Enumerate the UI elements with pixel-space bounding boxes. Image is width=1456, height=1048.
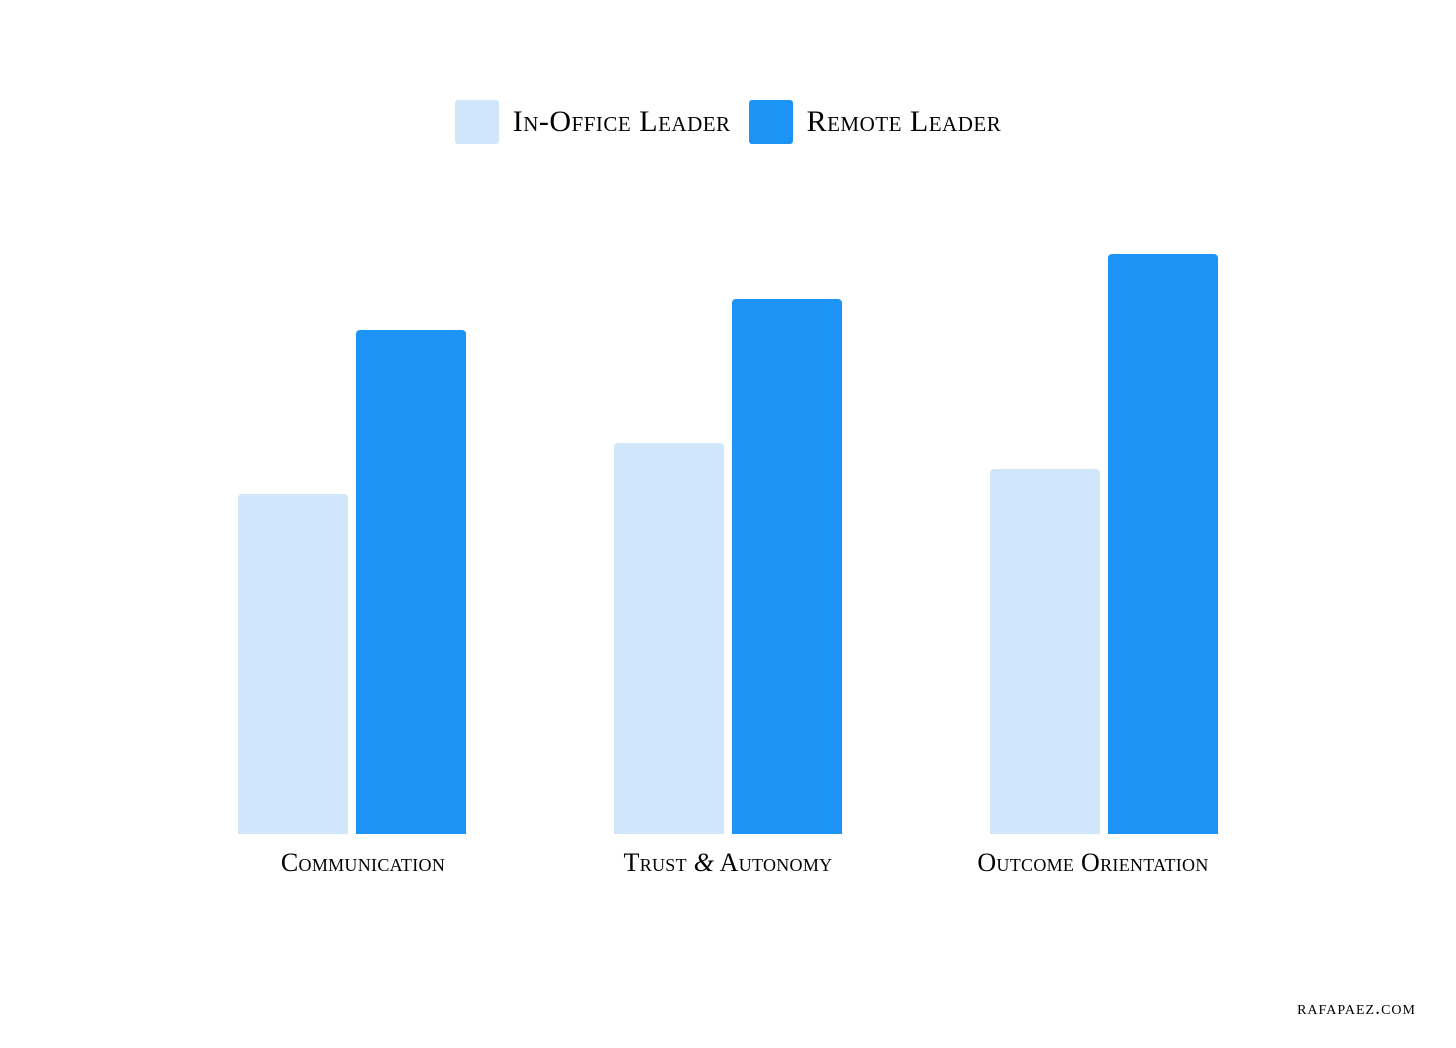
legend-swatch-remote [749,100,793,144]
xlabel-outcome: Outcome Orientation [968,848,1218,878]
bar-outcome-in-office [990,469,1100,834]
legend: In-Office Leader Remote Leader [228,100,1228,144]
bar-trust-in-office [614,443,724,834]
legend-label-in-office: In-Office Leader [513,105,731,139]
leadership-bar-chart: In-Office Leader Remote Leader Communica… [228,100,1228,878]
x-axis-labels: Communication Trust & Autonomy Outcome O… [228,834,1228,878]
bar-communication-in-office [238,494,348,834]
legend-label-remote: Remote Leader [807,105,1002,139]
legend-item-in-office: In-Office Leader [455,100,731,144]
bar-trust-remote [732,299,842,835]
xlabel-trust-autonomy: Trust & Autonomy [603,848,853,878]
bar-communication-remote [356,330,466,834]
legend-swatch-in-office [455,100,499,144]
bar-outcome-remote [1108,254,1218,834]
bar-group-communication [238,330,466,834]
bar-group-trust-autonomy [614,299,842,835]
legend-item-remote: Remote Leader [749,100,1002,144]
xlabel-communication: Communication [238,848,488,878]
plot-area [228,204,1228,834]
bar-group-outcome [990,254,1218,834]
attribution: rafapaez.com [1297,997,1416,1020]
